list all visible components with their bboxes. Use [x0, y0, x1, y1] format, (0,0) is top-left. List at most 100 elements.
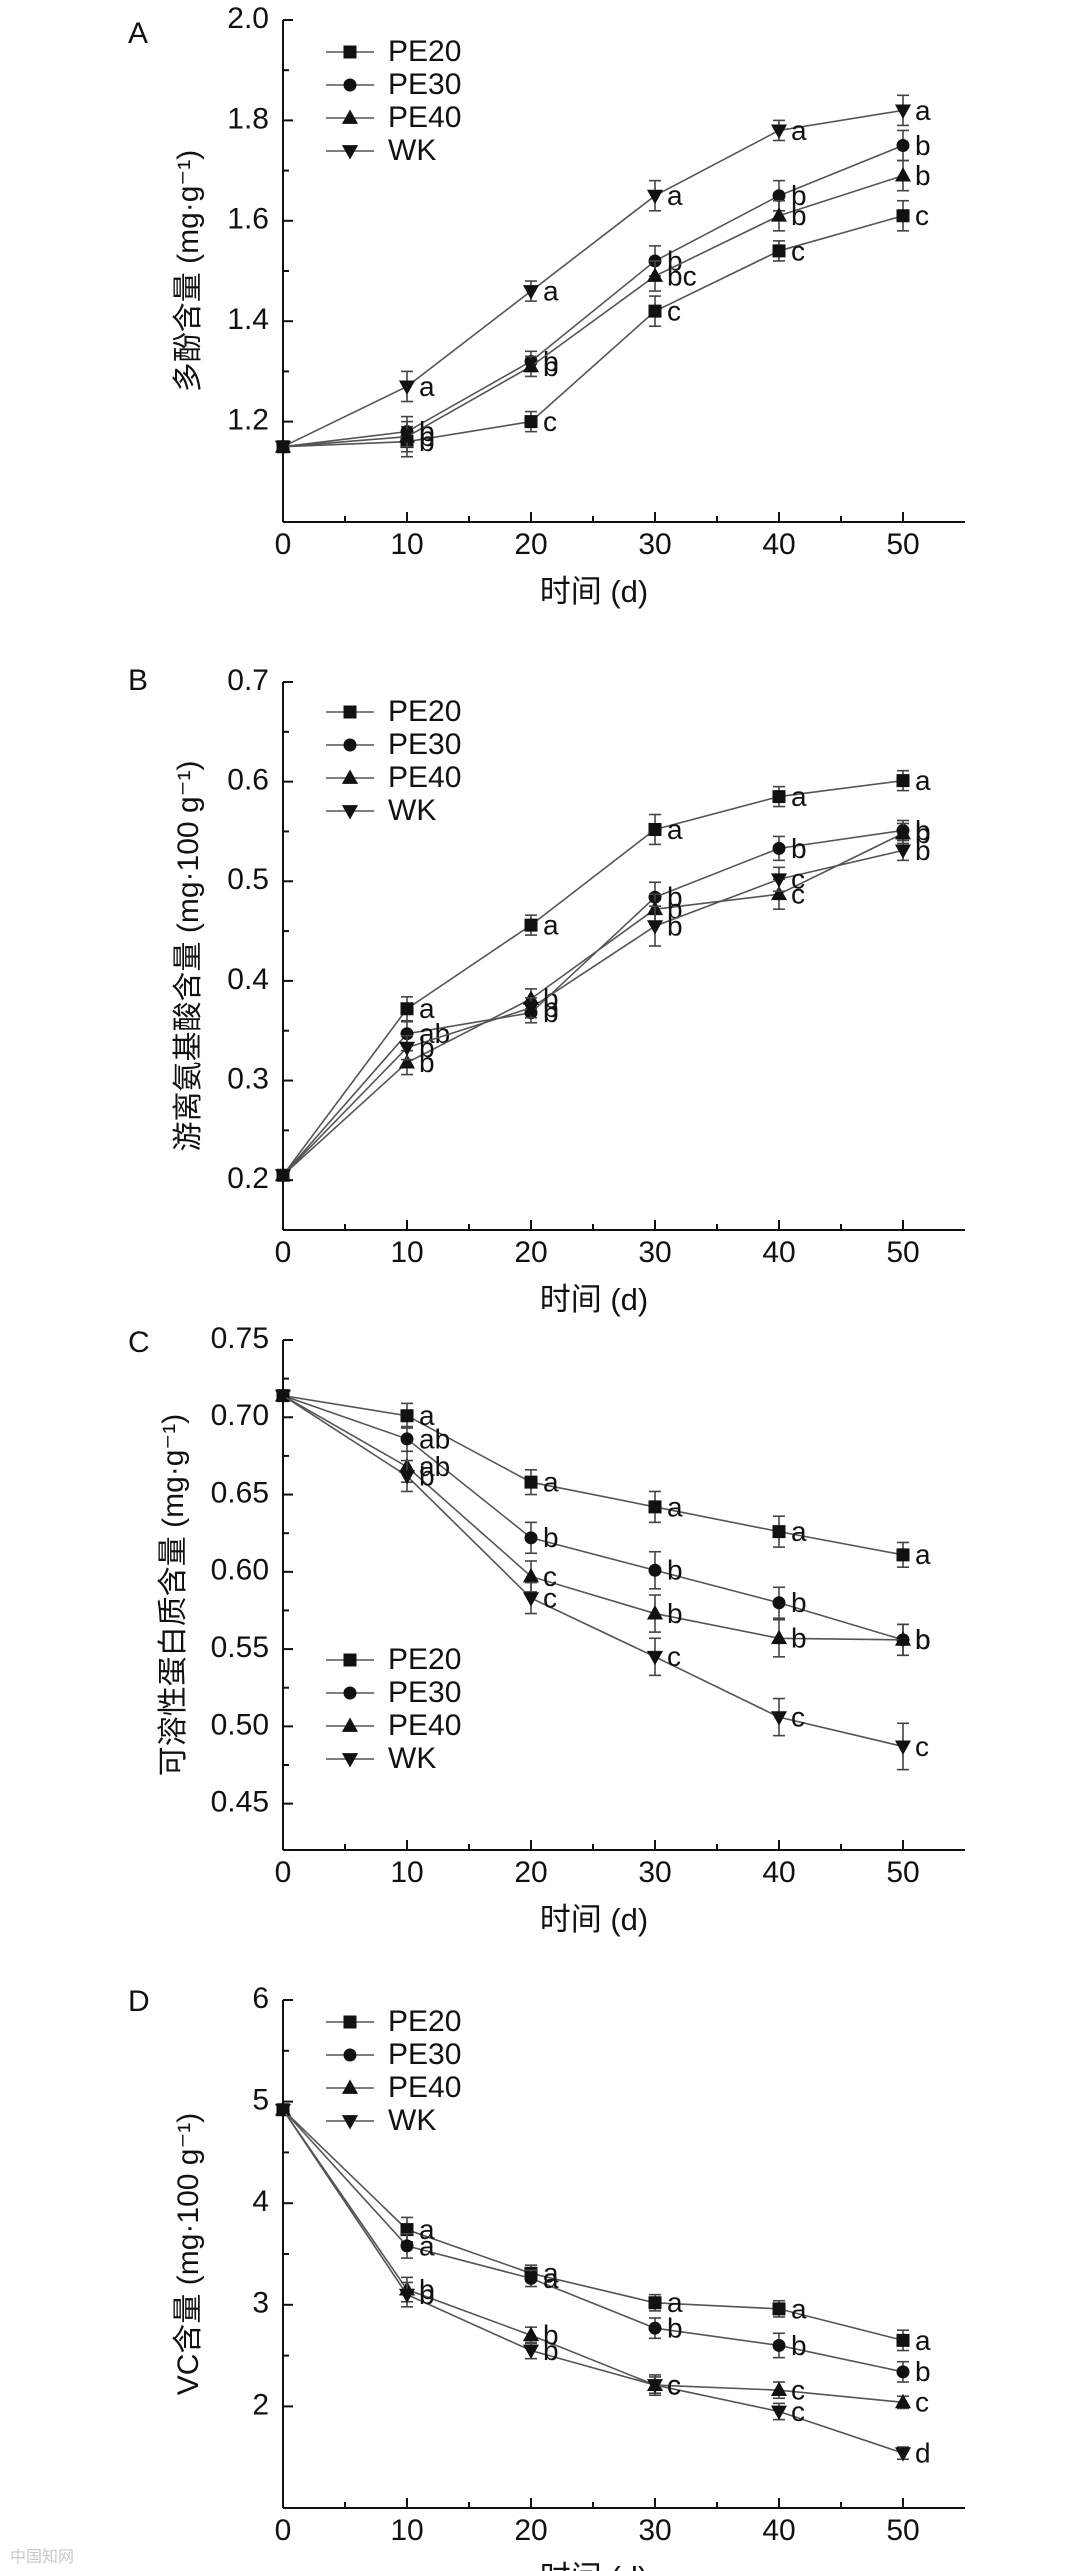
data-point [524, 415, 538, 429]
data-point [398, 1054, 416, 1069]
significance-letter: b [915, 160, 931, 191]
significance-letter: b [915, 815, 931, 846]
significance-letter: c [791, 235, 805, 266]
significance-letter: b [543, 351, 559, 382]
significance-letter: a [791, 2293, 807, 2324]
significance-letter: b [791, 2330, 807, 2361]
y-tick-label: 0.6 [227, 764, 269, 797]
data-point [646, 189, 664, 205]
data-point [522, 2344, 540, 2360]
legend-item: WK [326, 794, 436, 827]
y-tick-label: 0.60 [211, 1554, 269, 1587]
y-tick-label: 0.3 [227, 1062, 269, 1095]
data-point [524, 1475, 538, 1489]
y-tick-label: 0.45 [211, 1786, 269, 1819]
data-point [894, 1631, 912, 1646]
significance-letter: b [419, 1032, 435, 1063]
legend-label: PE20 [388, 1643, 461, 1676]
legend-label: PE40 [388, 761, 461, 794]
data-point [524, 918, 538, 932]
significance-letter: a [915, 765, 931, 796]
data-point [274, 2103, 292, 2119]
series-wk: a a a a a [274, 94, 931, 456]
significance-letter: b [667, 910, 683, 941]
significance-letter: b [915, 1624, 931, 1655]
data-point [400, 2223, 414, 2237]
data-point [894, 2393, 912, 2409]
data-point [400, 1409, 414, 1423]
legend-item: PE40 [326, 1709, 461, 1742]
legend-marker [341, 1753, 359, 1768]
data-point [398, 2288, 416, 2304]
significance-letter: c [791, 2396, 805, 2427]
series-line [282, 829, 904, 1176]
legend-marker [343, 2048, 357, 2062]
y-tick-label: 1.6 [227, 203, 269, 236]
significance-letter: a [791, 115, 807, 146]
y-tick-label: 0.75 [211, 1322, 269, 1355]
data-point [400, 1432, 414, 1446]
x-tick-label: 20 [514, 1856, 547, 1889]
significance-letter: b [419, 2279, 435, 2310]
significance-letter: c [915, 200, 929, 231]
y-axis-title: VC含量 (mg·100 g⁻¹) [172, 2113, 205, 2396]
legend-item: PE20 [326, 2005, 461, 2038]
legend-marker [343, 1686, 357, 1700]
y-tick-label: 0.55 [211, 1631, 269, 1664]
panel-letter: A [128, 17, 148, 50]
legend-item: PE30 [326, 1676, 461, 1709]
significance-letter: a [543, 1467, 559, 1498]
x-tick-label: 20 [514, 528, 547, 561]
significance-letter: c [791, 879, 805, 910]
series-pe20: a a a a a [276, 765, 931, 1182]
legend-item: PE30 [326, 2038, 461, 2071]
data-point [648, 822, 662, 836]
significance-letter: d [915, 2438, 931, 2469]
series-line [282, 109, 904, 448]
data-point [772, 790, 786, 804]
significance-letter: c [543, 406, 557, 437]
data-point [646, 2379, 664, 2394]
significance-letter: b [419, 1047, 435, 1078]
significance-letter: bc [667, 260, 697, 291]
x-tick-label: 40 [762, 2514, 795, 2547]
data-point [646, 920, 664, 935]
legend-item: WK [326, 1742, 436, 1775]
y-tick-label: 1.4 [227, 303, 269, 336]
significance-letter: b [915, 1624, 931, 1655]
series-line [282, 174, 904, 448]
significance-letter: b [419, 421, 435, 452]
significance-letter: a [791, 781, 807, 812]
significance-letter: a [667, 1491, 683, 1522]
y-tick-label: 0.7 [227, 664, 269, 697]
significance-letter: c [667, 296, 681, 327]
x-tick-label: 10 [390, 1236, 423, 1269]
x-tick-label: 10 [390, 528, 423, 561]
series-line [282, 2109, 904, 2342]
data-point [896, 139, 910, 152]
x-tick-label: 50 [886, 1236, 919, 1269]
data-point [896, 774, 910, 788]
y-tick-label: 0.70 [211, 1399, 269, 1432]
series-line [282, 1394, 904, 1641]
data-point [648, 2321, 662, 2335]
data-point [524, 2271, 538, 2285]
x-axis-title: 时间 (d) [540, 1902, 649, 1937]
panel-letter: D [128, 1985, 150, 2018]
legend-label: WK [388, 1742, 436, 1775]
data-point [772, 841, 786, 855]
significance-letter: a [543, 2263, 559, 2294]
data-point [772, 2302, 786, 2316]
x-axis-title: 时间 (d) [540, 574, 649, 609]
data-point [770, 207, 788, 222]
legend-marker [341, 1717, 359, 1732]
legend-marker [343, 2015, 357, 2029]
data-point [894, 167, 912, 182]
significance-letter: c [667, 2369, 681, 2400]
significance-letter: b [543, 2335, 559, 2366]
legend-item: WK [326, 134, 436, 167]
